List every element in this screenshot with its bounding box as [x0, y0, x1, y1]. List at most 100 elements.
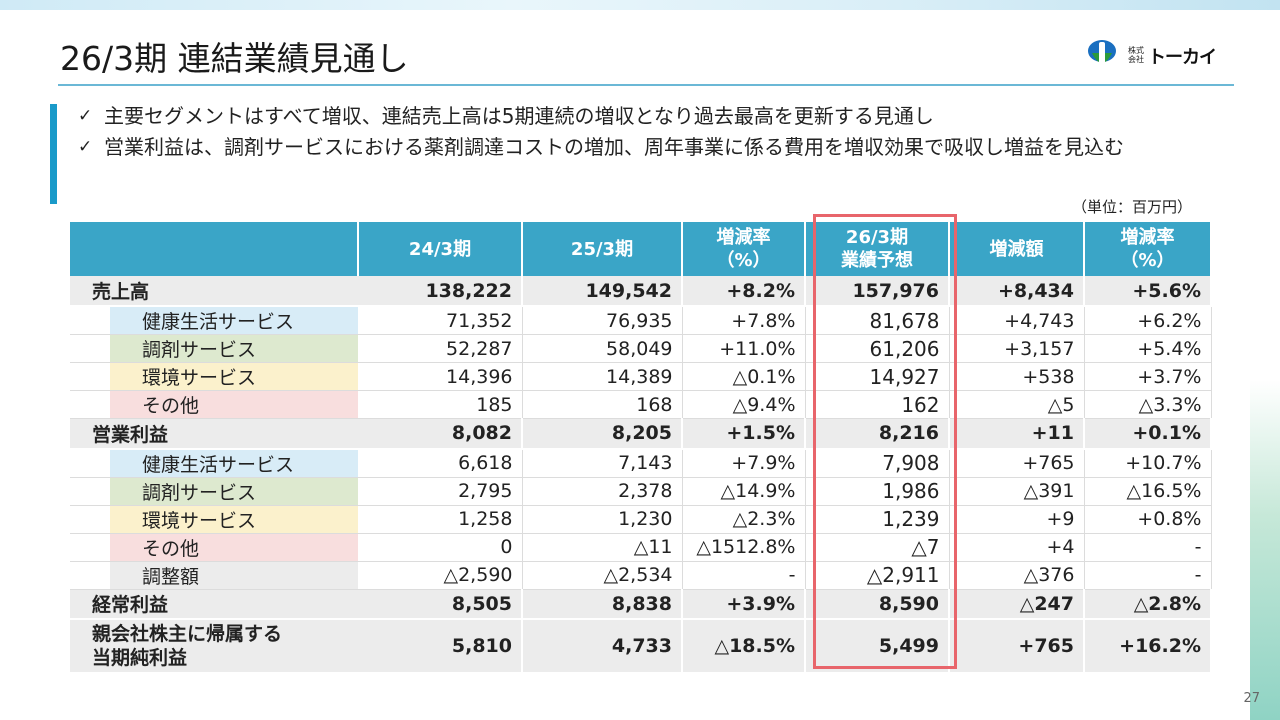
table-cell: 14,927 — [805, 362, 950, 391]
top-decoration — [0, 0, 1280, 10]
table-cell: 149,542 — [522, 276, 683, 307]
column-header: 増減額 — [949, 222, 1085, 276]
bullet-text: 主要セグメントはすべて増収、連結売上高は5期連続の増収となり過去最高を更新する見… — [104, 104, 934, 128]
table-cell: △5 — [949, 390, 1085, 419]
table-cell: 1,239 — [805, 505, 950, 534]
table-cell: 8,505 — [358, 589, 523, 620]
table-cell: 4,733 — [522, 619, 683, 674]
table-cell: 1,986 — [805, 477, 950, 506]
table-cell: 14,389 — [522, 362, 683, 391]
table-row-segment: その他 185 168 △9.4% 162 △5 △3.3% — [70, 390, 1212, 419]
table-cell: △0.1% — [682, 362, 806, 391]
check-icon: ✓ — [78, 137, 93, 157]
segment-label: 調剤サービス — [110, 477, 358, 505]
row-label: 調整額 — [70, 561, 358, 590]
table-cell: 2,378 — [522, 477, 683, 506]
summary-bullets: ✓ 主要セグメントはすべて増収、連結売上高は5期連続の増収となり過去最高を更新す… — [78, 101, 1228, 163]
table-row-segment: 環境サービス 14,396 14,389 △0.1% 14,927 +538 +3.7% — [70, 362, 1212, 391]
table-cell: △3.3% — [1084, 390, 1212, 419]
table-row-segment: 調整額 △2,590 △2,534- △2,911 △376- — [70, 561, 1212, 590]
segment-label: 調整額 — [110, 561, 358, 589]
page-title: 26/3期 連結業績見通し — [60, 39, 409, 78]
row-label: 営業利益 — [70, 418, 358, 450]
table-cell: 162 — [805, 390, 950, 419]
table-cell: +7.8% — [682, 306, 806, 335]
unit-label: （単位：百万円） — [1072, 198, 1193, 216]
table-cell: +4,743 — [949, 306, 1085, 335]
table-row-total: 営業利益 8,082 8,205 +1.5% 8,216 +11 +0.1% — [70, 418, 1212, 450]
segment-label: 調剤サービス — [110, 335, 358, 362]
table-cell: 81,678 — [805, 306, 950, 335]
table-cell: △391 — [949, 477, 1085, 506]
row-label: 売上高 — [70, 276, 358, 307]
table-cell: +4 — [949, 533, 1085, 562]
table-cell: +3.7% — [1084, 362, 1212, 391]
table-row-total: 売上高 138,222 149,542 +8.2% 157,976 +8,434 +5.6% — [70, 276, 1212, 307]
table-cell: +9 — [949, 505, 1085, 534]
table-cell: 61,206 — [805, 334, 950, 363]
logo-mark-icon — [1088, 40, 1116, 68]
table-cell: +0.8% — [1084, 505, 1212, 534]
table-row-segment: 環境サービス 1,258 1,230 △2.3% 1,239 +9 +0.8% — [70, 505, 1212, 534]
table-cell: △1512.8% — [682, 533, 806, 562]
table-cell: - — [1084, 561, 1212, 590]
table-cell: 71,352 — [358, 306, 523, 335]
table-row-segment: 調剤サービス 52,287 58,049 +11.0% 61,206 +3,157 +5.4… — [70, 334, 1212, 363]
table-cell: 7,908 — [805, 448, 950, 478]
row-label: 経常利益 — [70, 589, 358, 620]
table-cell: △11 — [522, 533, 683, 562]
table-row-total: 親会社株主に帰属する 当期純利益 5,810 4,733 △18.5% 5,499 +765… — [70, 619, 1212, 674]
table-row-segment: 健康生活サービス 71,352 76,935 +7.8% 81,678 +4,743 +6.… — [70, 306, 1212, 335]
table-cell: 168 — [522, 390, 683, 419]
table-cell: +16.2% — [1084, 619, 1212, 674]
table-row-segment: 調剤サービス 2,795 2,378 △14.9% 1,986 △391 △16.5% — [70, 477, 1212, 506]
table-cell: +5.4% — [1084, 334, 1212, 363]
table-cell: △7 — [805, 533, 950, 562]
table-cell: +3,157 — [949, 334, 1085, 363]
segment-label: 環境サービス — [110, 505, 358, 533]
corner-decoration — [1250, 380, 1280, 720]
table-cell: 76,935 — [522, 306, 683, 335]
table-cell: +765 — [949, 448, 1085, 478]
table-row-segment: その他 0 △11 △1512.8% △7 +4- — [70, 533, 1212, 562]
row-label: その他 — [70, 390, 358, 419]
table-cell: +8,434 — [949, 276, 1085, 307]
table-cell: 52,287 — [358, 334, 523, 363]
table-cell: 0 — [358, 533, 523, 562]
table-cell: 8,082 — [358, 418, 523, 450]
table-cell: +8.2% — [682, 276, 806, 307]
table-body: 売上高 138,222 149,542 +8.2% 157,976 +8,434 +5.6%… — [70, 276, 1212, 674]
table-row-total: 経常利益 8,505 8,838 +3.9% 8,590 △247 △2.8% — [70, 589, 1212, 620]
table-cell: △2,534 — [522, 561, 683, 590]
table-cell: +1.5% — [682, 418, 806, 450]
bullet-text: 営業利益は、調剤サービスにおける薬剤調達コストの増加、周年事業に係る費用を増収効… — [104, 135, 1124, 159]
table-cell: △2.3% — [682, 505, 806, 534]
check-icon: ✓ — [78, 106, 93, 126]
table-cell: 7,143 — [522, 448, 683, 478]
table-cell: +0.1% — [1084, 418, 1212, 450]
segment-label: 健康生活サービス — [110, 307, 358, 334]
table-cell: 8,205 — [522, 418, 683, 450]
page-number: 27 — [1243, 691, 1260, 706]
column-header: 26/3期 業績予想 — [805, 222, 950, 276]
table-cell: +538 — [949, 362, 1085, 391]
table-cell: △9.4% — [682, 390, 806, 419]
table-cell: 5,810 — [358, 619, 523, 674]
row-label: 親会社株主に帰属する 当期純利益 — [70, 619, 358, 674]
logo-small-text: 株式 会社 — [1128, 46, 1144, 64]
table-cell: △16.5% — [1084, 477, 1212, 506]
table-cell: 58,049 — [522, 334, 683, 363]
row-label: 環境サービス — [70, 505, 358, 534]
row-label: 調剤サービス — [70, 477, 358, 506]
table-cell: 8,838 — [522, 589, 683, 620]
table-cell: +11 — [949, 418, 1085, 450]
table-cell: 185 — [358, 390, 523, 419]
table-cell: +6.2% — [1084, 306, 1212, 335]
row-label: 調剤サービス — [70, 334, 358, 363]
table-cell: 8,216 — [805, 418, 950, 450]
table-cell: 1,258 — [358, 505, 523, 534]
segment-label: 健康生活サービス — [110, 449, 358, 477]
table-cell: 2,795 — [358, 477, 523, 506]
table-cell: +11.0% — [682, 334, 806, 363]
table-cell: △2,911 — [805, 561, 950, 590]
